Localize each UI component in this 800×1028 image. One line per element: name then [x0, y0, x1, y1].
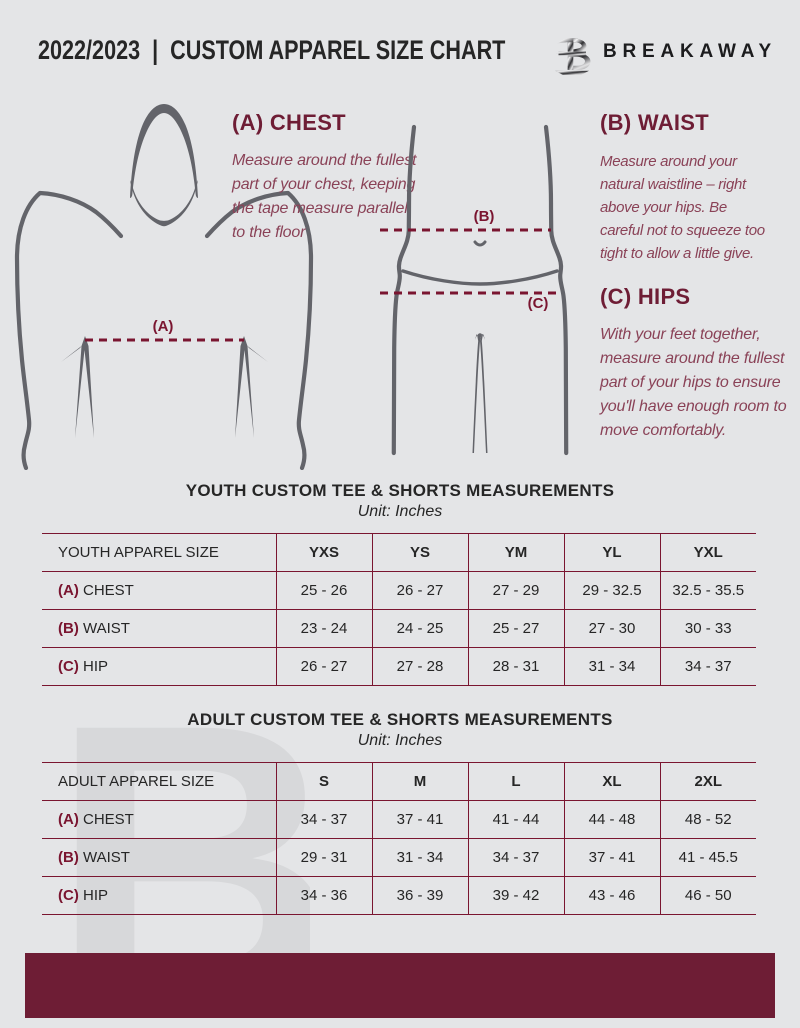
svg-text:(B): (B)	[474, 208, 495, 225]
svg-text:(C): (C)	[528, 295, 549, 312]
svg-text:(A): (A)	[153, 318, 174, 335]
